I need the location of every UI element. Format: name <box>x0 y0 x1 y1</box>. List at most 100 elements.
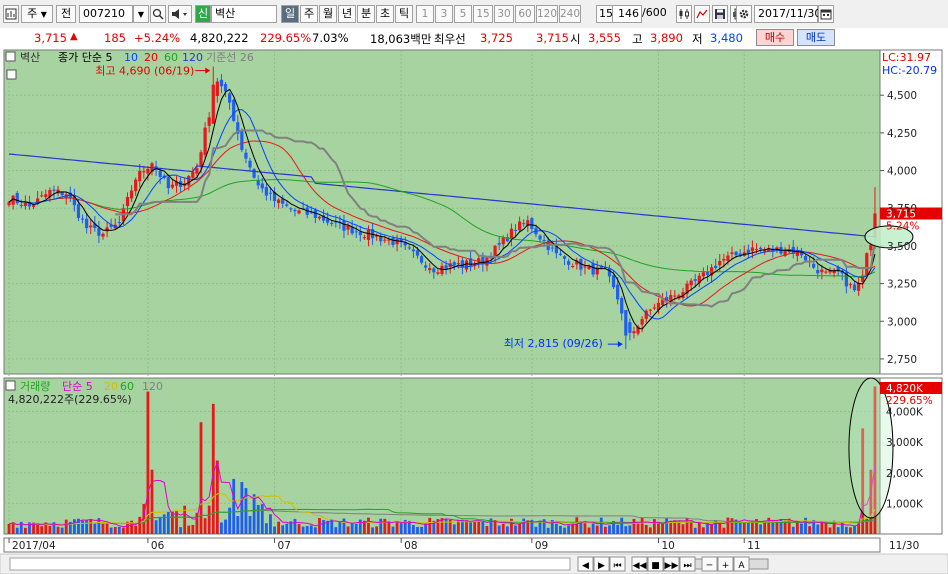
speaker-icon[interactable] <box>168 5 192 23</box>
nav-scroll-right[interactable]: ▶ <box>593 556 610 572</box>
line-tool-icon[interactable] <box>694 5 710 23</box>
candle <box>97 228 101 236</box>
volume-bar <box>444 518 448 534</box>
volume-bar <box>771 520 775 534</box>
candle-icon[interactable] <box>676 5 692 23</box>
nav-first[interactable]: ⏮ <box>609 556 626 572</box>
candle <box>166 177 170 189</box>
volume-legend-item: 20 <box>104 380 118 393</box>
lc-label: LC:31.97 <box>882 51 931 64</box>
volume-bar <box>334 527 338 534</box>
volume-bar <box>72 519 76 534</box>
volume-bar <box>469 522 472 534</box>
candle <box>264 187 268 196</box>
volume-bar <box>301 526 305 534</box>
candle <box>816 270 820 274</box>
code-input[interactable]: 007210 <box>79 5 133 23</box>
period-2[interactable]: 월 <box>319 5 337 23</box>
period-6[interactable]: 틱 <box>395 5 413 23</box>
trade-amount: 18,063백만 <box>370 32 432 46</box>
period-3[interactable]: 년 <box>338 5 356 23</box>
candle <box>27 201 32 207</box>
candle <box>407 247 411 249</box>
volume-bar <box>616 524 620 534</box>
volume-bar <box>175 511 178 534</box>
candle <box>93 223 97 229</box>
volume-bar <box>477 520 481 534</box>
sell-button[interactable]: 매도 <box>797 29 835 46</box>
interval-120[interactable]: 120 <box>536 5 558 23</box>
interval-240[interactable]: 240 <box>559 5 581 23</box>
volume-bar <box>399 523 403 534</box>
candle <box>7 202 11 206</box>
grid-toggle-icon[interactable] <box>6 69 17 80</box>
current-price: 3,715 <box>34 31 67 45</box>
interval-15[interactable]: 15 <box>473 5 493 23</box>
prev-button[interactable]: 전 <box>56 5 76 23</box>
volume-bar <box>849 527 852 534</box>
nav-stop[interactable]: ■ <box>647 556 664 572</box>
price-pane-menu-icon[interactable] <box>5 51 16 62</box>
candle <box>31 205 36 207</box>
candle <box>554 245 558 254</box>
volume-bar <box>60 527 64 534</box>
nav-scroll-left[interactable]: ◀ <box>577 556 594 572</box>
candle <box>387 239 391 241</box>
period-1[interactable]: 주 <box>300 5 318 23</box>
save-icon[interactable] <box>712 5 728 23</box>
volume-bar <box>126 521 129 534</box>
volume-bar <box>11 522 15 534</box>
price-chart[interactable]: 최고 4,690 (06/19) 최저 2,815 (09/26) 4,500 4,… <box>0 48 948 574</box>
volume-bar <box>448 519 452 534</box>
ma10-line <box>8 109 876 320</box>
code-dropdown[interactable]: ▼ <box>133 5 149 23</box>
calendar-icon[interactable] <box>818 5 834 23</box>
volume-bar <box>550 520 554 534</box>
legend-name: 벽산 <box>20 51 40 64</box>
volume-bar <box>767 517 771 534</box>
legend-item: 10 <box>124 51 138 64</box>
nav-next[interactable]: ▶▶ <box>663 556 680 572</box>
interval-30[interactable]: 30 <box>494 5 514 23</box>
interval-5[interactable]: 5 <box>454 5 472 23</box>
market-select[interactable]: 주 ▼ <box>21 5 53 23</box>
date-input[interactable]: 2017/11/30 <box>754 5 821 23</box>
volume-pane-menu-icon[interactable] <box>5 380 16 391</box>
interval-3[interactable]: 3 <box>435 5 453 23</box>
count-input[interactable]: 146 <box>612 5 642 23</box>
nav-prev[interactable]: ◀◀ <box>631 556 648 572</box>
low-label: 저 <box>692 32 703 46</box>
volume-bar <box>240 481 244 534</box>
buy-button[interactable]: 매수 <box>756 29 794 46</box>
nav-last[interactable]: ⏭ <box>679 556 696 572</box>
candle <box>750 247 755 252</box>
nav-button-label: ■ <box>651 561 660 571</box>
interval-60[interactable]: 60 <box>515 5 535 23</box>
low-annotation: 최저 2,815 (09/26) <box>504 337 603 350</box>
scroll-track[interactable] <box>9 557 571 571</box>
volume-bar <box>101 523 105 534</box>
volume-bar <box>252 494 256 534</box>
nav-zoom-out[interactable]: ─ <box>701 556 718 572</box>
volume-bar <box>309 525 313 534</box>
time-tick-label: 10 <box>661 540 674 552</box>
volume-bar <box>211 403 215 534</box>
nav-zoom-in[interactable]: + <box>717 556 734 572</box>
chart-icon[interactable] <box>3 5 19 23</box>
interval-1[interactable]: 1 <box>416 5 434 23</box>
volume-bar <box>665 518 669 534</box>
volume-bar <box>289 521 293 534</box>
search-icon[interactable] <box>150 5 166 23</box>
volume-bar <box>644 524 648 534</box>
price-tick-label: 3,250 <box>887 279 917 291</box>
nav-reset[interactable]: A <box>733 556 750 572</box>
volume-bar <box>277 521 281 534</box>
settings-icon[interactable] <box>736 5 752 23</box>
time-tick-label: 06 <box>151 540 165 552</box>
period-0[interactable]: 일 <box>281 5 299 23</box>
period-5[interactable]: 초 <box>376 5 394 23</box>
period-4[interactable]: 분 <box>357 5 375 23</box>
volume-bar <box>403 519 407 534</box>
volume-bar <box>23 527 27 534</box>
volume-bar <box>461 519 464 534</box>
